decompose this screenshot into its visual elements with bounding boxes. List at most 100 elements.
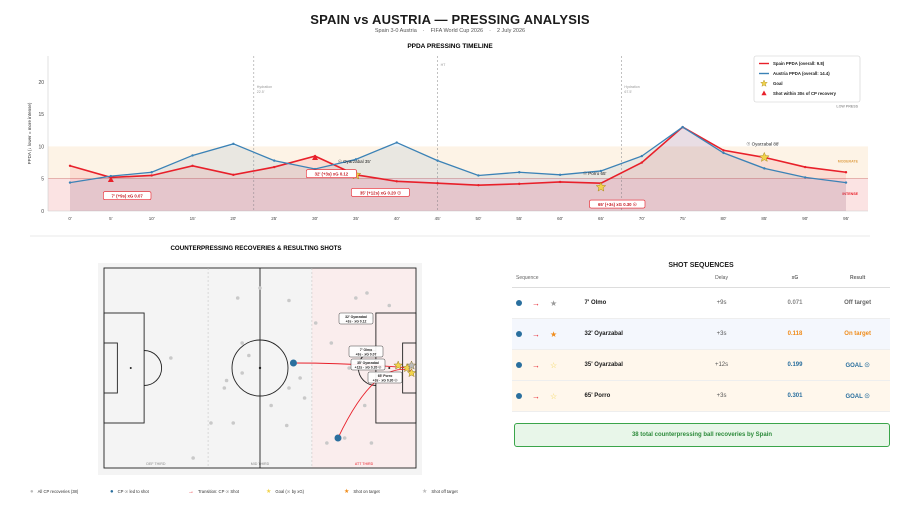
shot-label-box	[348, 345, 384, 358]
cp-recovery-point	[313, 321, 318, 325]
pitch-legend: ● All CP recoveries (38) ● CP ☉ led to shot…	[30, 488, 630, 496]
cp-recovery-point	[247, 353, 251, 358]
series-point	[191, 154, 194, 157]
subtitle-part: ·	[422, 28, 425, 34]
right-penalty-spot	[388, 367, 391, 369]
series-point	[395, 180, 398, 183]
series-area	[70, 127, 846, 211]
series-point	[150, 174, 153, 177]
series-point	[477, 174, 480, 177]
cp-recovery-point	[209, 421, 213, 425]
shot-star-icon: ★	[550, 298, 558, 308]
legend-goal-swatch	[760, 79, 768, 87]
sequence-result: GOAL ☉	[845, 362, 870, 369]
pitch-legend-item: ★ Shot off target	[422, 488, 500, 495]
y-tick-label: 5	[41, 177, 44, 183]
shot-label-text: 7' Olmo	[360, 348, 372, 352]
charts-canvas: PPDA PRESSING TIMELINE LOW PRESS MODERATE I…	[27, 43, 870, 475]
series-point	[763, 167, 766, 170]
pitch-legend-label: All CP recoveries (38)	[37, 489, 79, 494]
x-tick-label: 25'	[271, 216, 277, 221]
shot-star-icon: ☆	[550, 391, 558, 401]
cp-recovery-point	[347, 366, 351, 370]
shot-star	[406, 360, 417, 370]
series-point	[558, 173, 562, 177]
y-tick-label: 15	[38, 112, 44, 118]
pitch-legend-label: Shot on target	[353, 489, 380, 494]
series-point	[395, 141, 398, 144]
shot-marker	[312, 154, 319, 161]
shot-star-icon: ☆	[550, 360, 558, 370]
subtitle-part: ·	[489, 28, 491, 34]
cp-recovery-point	[224, 378, 229, 383]
shot-label-box	[338, 312, 374, 325]
series-line	[69, 126, 847, 186]
shot-label-text: +9s · xG 0.07	[356, 353, 377, 357]
shot-label-text: 35' Oyarzabal	[357, 361, 379, 365]
sequence-xg: 0.199	[787, 362, 803, 368]
period-divider-label: 22.5'	[257, 90, 265, 94]
sequence-delay: +12s	[714, 362, 729, 368]
series-point	[436, 159, 439, 162]
period-divider-label: HT	[441, 63, 447, 67]
legend-marker-icon: →	[188, 488, 194, 495]
timeline-title: PPDA PRESSING TIMELINE	[407, 43, 493, 50]
x-tick-label: 75'	[680, 216, 686, 221]
y-tick-label: 10	[38, 144, 44, 150]
pitch-legend-label: Goal (☉ by xG)	[275, 489, 305, 494]
left-six-yard-box	[103, 342, 118, 394]
pitch-title: COUNTERPRESSING RECOVERIES & RESULTING S…	[170, 245, 341, 252]
header-result: Result	[849, 275, 866, 281]
goal-label: ☉ Porro 65'	[583, 171, 607, 176]
annotation-text: 65' (+3s) xG 0.30 ☉	[598, 202, 637, 207]
shot-label-box	[350, 358, 386, 371]
sequence-result: GOAL ☉	[845, 393, 870, 400]
cp-recovery-point	[298, 376, 302, 380]
recovery-dot-icon	[516, 300, 522, 306]
sequence-row: → ★ 7' Olmo +9s 0.071 Off target	[512, 288, 890, 319]
series-point	[844, 171, 848, 174]
recovery-dot-icon	[516, 362, 522, 368]
left-penalty-arc	[144, 350, 163, 386]
series-point	[803, 165, 807, 169]
left-penalty-spot	[129, 367, 132, 369]
centre-spot	[258, 366, 262, 370]
series-point	[518, 171, 521, 174]
x-tick-label: 5'	[109, 216, 113, 221]
sequence-delay: +3s	[716, 393, 727, 399]
sequence-row: → ☆ 35' Oyarzabal +12s 0.199 GOAL ☉	[512, 350, 890, 381]
series-point	[232, 173, 235, 177]
legend-marker-icon: ★	[344, 489, 350, 495]
cp-recovery-point	[191, 456, 195, 460]
cp-recovery-point	[387, 303, 392, 308]
x-tick-label: 65'	[598, 216, 604, 221]
legend-marker-icon: ●	[110, 488, 114, 495]
goal-label: ☉ Oyarzabal 88'	[746, 141, 779, 146]
shot-label-text: 65' Porro	[378, 374, 393, 378]
annotation-text: 35' (+12s) xG 0.20 ☉	[360, 190, 401, 195]
annotation-box	[351, 188, 410, 197]
legend-entry: Goal	[773, 81, 783, 86]
series-point	[354, 158, 358, 161]
header-sequence: Sequence	[516, 275, 539, 281]
legend-entry: Shot within 30s of CP recovery	[773, 91, 837, 96]
sequence-icons: → ★	[516, 330, 585, 339]
series-point	[191, 164, 194, 167]
arrow-right-icon: →	[532, 391, 540, 401]
cp-recovery-point	[362, 403, 367, 408]
cp-recovery-point	[284, 423, 289, 428]
series-point	[477, 183, 480, 187]
pitch-legend-item: ★ Shot on target	[344, 488, 422, 495]
series-point	[803, 176, 807, 179]
shot-sequences-header: Sequence Delay xG Result	[512, 275, 890, 288]
cp-recovery-point	[269, 403, 273, 408]
cp-recovery-point	[369, 441, 374, 445]
series-point	[722, 151, 725, 155]
sequence-delay: +3s	[716, 331, 727, 337]
shot-star	[393, 360, 404, 370]
sequence-icons: → ☆	[516, 361, 585, 370]
x-tick-label: 90'	[802, 216, 808, 221]
sequence-icons: → ★	[516, 299, 585, 308]
shot-star-icon: ★	[550, 329, 558, 339]
x-tick-label: 70'	[639, 216, 645, 221]
